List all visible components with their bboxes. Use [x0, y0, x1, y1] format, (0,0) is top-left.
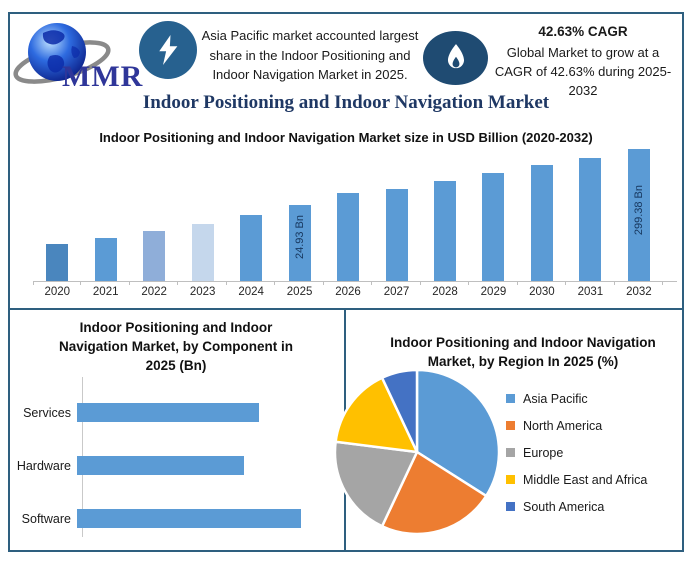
legend-item: Europe — [506, 439, 647, 466]
x-axis-label: 2024 — [227, 281, 276, 298]
bar-2023 — [191, 224, 214, 281]
bar-2027 — [385, 189, 408, 281]
x-axis-label: 2030 — [518, 281, 567, 298]
component-label: Software — [21, 511, 71, 526]
x-axis-label: 2029 — [469, 281, 519, 298]
globe-icon — [13, 23, 111, 84]
pie-slice-europe — [333, 440, 419, 528]
bar-2022 — [143, 231, 166, 281]
x-axis-label: 2023 — [178, 281, 228, 298]
bar-column — [372, 149, 420, 281]
x-axis-label: 2020 — [33, 281, 82, 298]
bar-column — [566, 149, 614, 281]
legend-swatch — [506, 475, 515, 484]
legend-label: Middle East and Africa — [523, 472, 648, 487]
legend-swatch — [506, 394, 515, 403]
bar-2032: 299.38 Bn — [627, 149, 650, 281]
flame-badge — [423, 31, 488, 85]
flame-icon — [447, 44, 464, 69]
legend-item: Middle East and Africa — [506, 466, 647, 493]
component-bar-software — [77, 509, 301, 528]
x-axis-label: 2027 — [372, 281, 422, 298]
market-size-chart-title: Indoor Positioning and Indoor Navigation… — [99, 130, 593, 145]
legend-swatch — [506, 421, 515, 430]
bar-column — [33, 149, 81, 281]
legend-item: Asia Pacific — [506, 385, 647, 412]
bar-2029 — [482, 173, 505, 281]
bar-2020 — [46, 244, 69, 281]
lightning-icon — [159, 35, 178, 65]
lightning-badge — [139, 21, 197, 79]
bar-2028 — [433, 181, 456, 281]
component-label: Hardware — [16, 458, 71, 473]
component-row: Software — [0, 492, 336, 545]
bar-column — [421, 149, 469, 281]
x-axis-label: 2021 — [81, 281, 131, 298]
legend-swatch — [506, 448, 515, 457]
bar-2031 — [579, 158, 602, 281]
bar-value-label: 299.38 Bn — [632, 185, 645, 236]
cagr-description: Global Market to grow at a CAGR of 42.63… — [494, 45, 672, 98]
market-size-plot: 24.93 Bn 299.38 Bn — [33, 149, 663, 281]
component-bars: Services Hardware Software — [0, 386, 336, 545]
legend-item: North America — [506, 412, 647, 439]
component-chart-title: Indoor Positioning and Indoor Navigation… — [58, 320, 294, 373]
x-axis-label: 2028 — [421, 281, 470, 298]
region-pie — [333, 368, 501, 536]
pie-slice-middle-east-and-africa — [334, 376, 419, 454]
x-axis-label: 2022 — [130, 281, 179, 298]
page-title: Indoor Positioning and Indoor Navigation… — [142, 92, 550, 113]
legend-label: North America — [523, 418, 603, 433]
region-chart-title: Indoor Positioning and Indoor Navigation… — [390, 335, 656, 369]
horizontal-divider — [8, 308, 684, 310]
legend-swatch — [506, 502, 515, 511]
bar-column — [81, 149, 129, 281]
bar-column — [227, 149, 275, 281]
bar-2030 — [530, 165, 553, 281]
bar-column: 24.93 Bn — [275, 149, 323, 281]
component-label: Services — [23, 405, 71, 420]
pie-slice-south-america — [380, 368, 419, 454]
bar-column: 299.38 Bn — [615, 149, 663, 281]
bar-column — [469, 149, 517, 281]
bar-column — [324, 149, 372, 281]
bar-column — [178, 149, 226, 281]
bar-2021 — [94, 238, 117, 281]
legend-label: Asia Pacific — [523, 391, 588, 406]
bar-2026 — [337, 193, 360, 281]
bar-column — [518, 149, 566, 281]
legend-item: South America — [506, 493, 647, 520]
legend-label: South America — [523, 499, 605, 514]
component-row: Hardware — [0, 439, 336, 492]
logo-wordmark: MMR — [62, 60, 144, 93]
cagr-headline: 42.63% CAGR — [538, 24, 628, 39]
x-axis-label: 2031 — [566, 281, 616, 298]
x-axis-label: 2025 — [275, 281, 325, 298]
bar-2024 — [240, 215, 263, 281]
x-axis-label: 2032 — [615, 281, 664, 298]
x-axis-label: 2026 — [324, 281, 373, 298]
region-legend: Asia Pacific North America Europe Middle Ea… — [506, 385, 647, 520]
bar-2025: 24.93 Bn — [288, 205, 311, 281]
bar-column — [130, 149, 178, 281]
bar-value-label: 24.93 Bn — [293, 215, 306, 260]
component-bar-services — [77, 403, 259, 422]
x-axis-line — [33, 281, 677, 282]
legend-label: Europe — [523, 445, 564, 460]
cagr-callout: 42.63% CAGR Global Market to grow at a C… — [490, 24, 676, 100]
highlight-left-text: Asia Pacific market accounted largest sh… — [201, 28, 419, 82]
x-axis-labels: 2020 2021 2022 2023 2024 2025 2026 2027 2028 2029… — [33, 281, 664, 298]
mmr-logo: MMR — [10, 16, 142, 93]
component-bar-hardware — [77, 456, 244, 475]
component-row: Services — [0, 386, 336, 439]
